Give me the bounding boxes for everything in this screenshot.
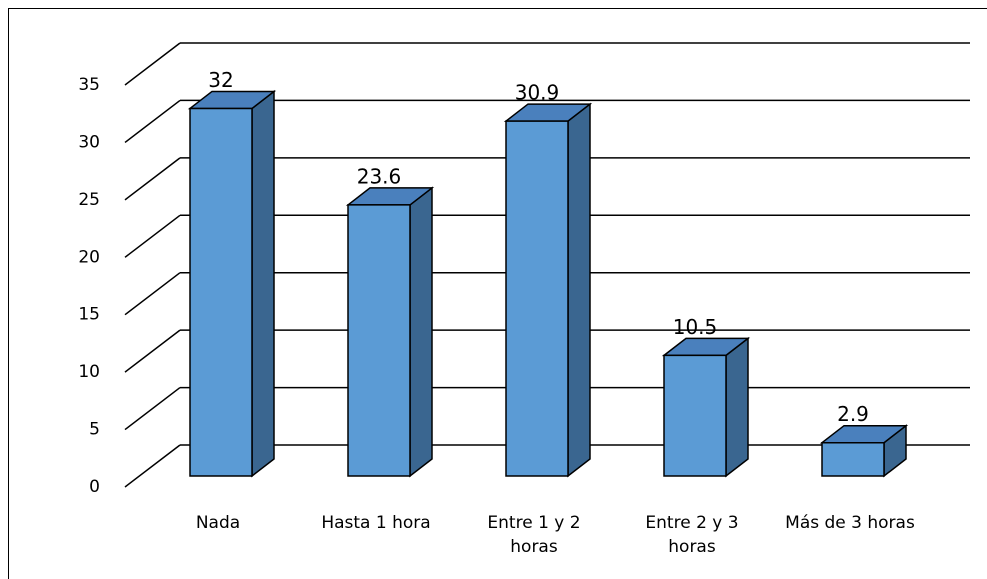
bar: [661, 336, 751, 478]
grid-diagonal: [124, 272, 181, 316]
x-tick-label: Nada: [195, 513, 241, 533]
x-tick-label: Entre 2 y 3 horas: [645, 513, 739, 557]
grid-diagonal: [124, 157, 181, 201]
border: [8, 8, 987, 579]
value-label: 30.9: [515, 81, 560, 105]
bar: [503, 102, 593, 478]
bar-front: [663, 354, 727, 477]
bar-front: [505, 120, 569, 477]
y-tick-label: 20: [78, 247, 100, 267]
y-tick-label: 25: [78, 190, 100, 210]
bar-front: [189, 107, 253, 477]
bar-side: [251, 89, 275, 478]
grid-diagonal: [124, 444, 181, 488]
bar: [345, 186, 435, 478]
y-tick-label: 10: [78, 362, 100, 382]
bar-front: [347, 204, 411, 477]
x-tick-label: Hasta 1 hora: [321, 513, 431, 533]
y-tick-label: 30: [78, 132, 100, 152]
value-label: 32: [208, 68, 233, 92]
y-tick-label: 35: [78, 75, 100, 95]
x-tick-label: Entre 1 y 2 horas: [487, 513, 581, 557]
bar-side: [409, 186, 433, 478]
x-tick-label: Más de 3 horas: [785, 513, 915, 533]
grid-diagonal: [124, 329, 181, 373]
grid-diagonal: [124, 42, 181, 86]
value-label: 2.9: [837, 402, 869, 426]
bar-front: [821, 441, 885, 477]
bar: [819, 424, 909, 478]
value-label: 10.5: [673, 315, 718, 339]
value-label: 23.6: [357, 164, 402, 188]
bar: [187, 89, 277, 478]
y-tick-label: 5: [89, 420, 100, 440]
grid-diagonal: [124, 99, 181, 144]
y-tick-label: 15: [78, 305, 100, 325]
y-tick-label: 0: [89, 477, 100, 497]
bar-side: [725, 336, 749, 478]
grid-diagonal: [124, 386, 181, 431]
bar-side: [567, 102, 591, 478]
grid-diagonal: [124, 214, 181, 258]
